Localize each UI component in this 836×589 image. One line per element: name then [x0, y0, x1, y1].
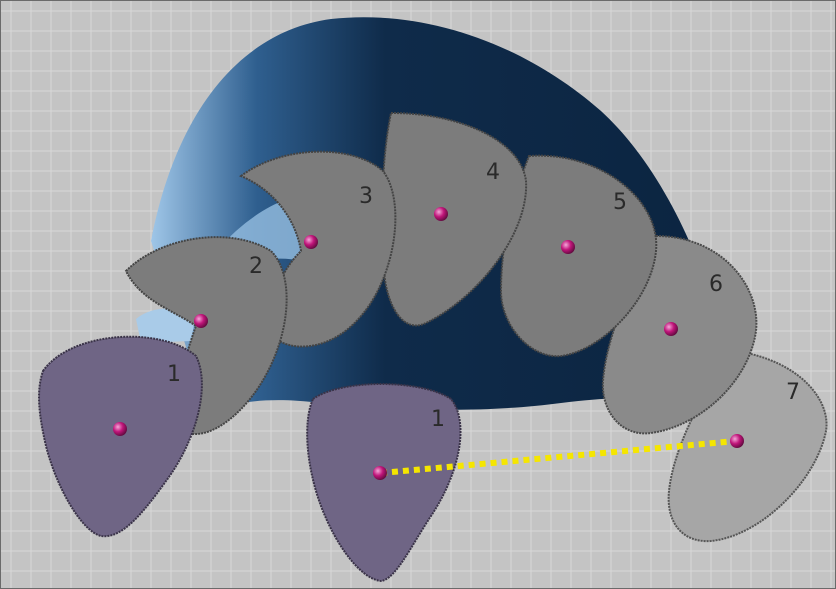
projected-section-1-label: 1	[431, 407, 445, 432]
section-4[interactable]: 4	[381, 111, 528, 327]
section-7-label: 7	[786, 380, 800, 405]
point-section-3	[304, 235, 318, 249]
point-section-1	[113, 422, 127, 436]
point-projected-section-1	[373, 466, 387, 480]
section-6-label: 6	[709, 272, 723, 297]
distance-path-line	[380, 438, 737, 476]
section-5[interactable]: 5	[499, 154, 658, 358]
point-section-2	[194, 314, 208, 328]
section-2-label: 2	[249, 254, 263, 279]
point-section-4	[434, 207, 448, 221]
section-1-start[interactable]: 1	[38, 335, 203, 538]
section-1-label: 1	[167, 362, 181, 387]
point-section-5	[561, 240, 575, 254]
section-3-label: 3	[359, 184, 373, 209]
section-5-label: 5	[613, 190, 627, 215]
point-section-7	[730, 434, 744, 448]
section-1-projected[interactable]: 1	[306, 383, 462, 583]
spine-points	[113, 207, 744, 480]
section-2[interactable]: 2	[124, 236, 288, 436]
section-4-label: 4	[486, 160, 500, 185]
point-section-6	[664, 322, 678, 336]
